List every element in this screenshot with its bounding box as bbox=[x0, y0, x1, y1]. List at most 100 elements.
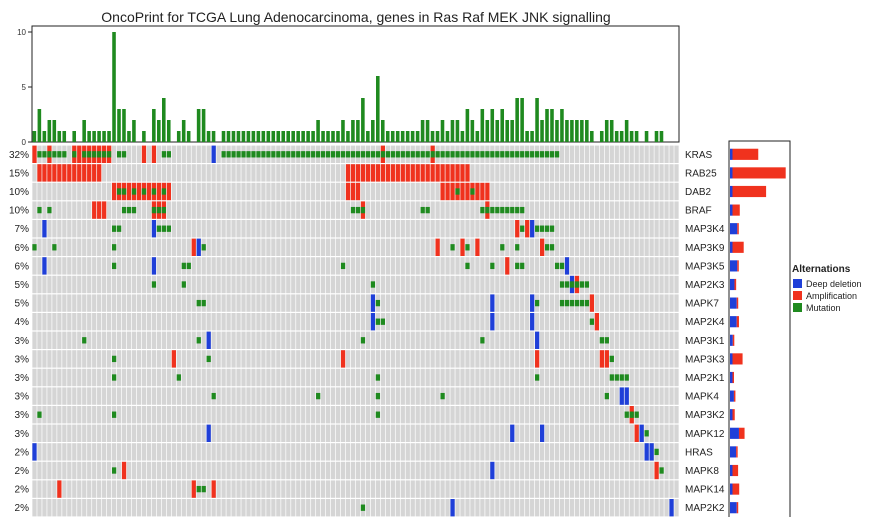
empty-cell bbox=[430, 387, 435, 405]
empty-cell bbox=[544, 257, 550, 275]
amplification-cell bbox=[460, 238, 465, 256]
pct-label-map3k1: 3% bbox=[15, 336, 30, 347]
empty-cell bbox=[544, 387, 550, 405]
empty-cell bbox=[559, 424, 565, 442]
empty-cell bbox=[171, 275, 176, 294]
empty-cell bbox=[186, 499, 191, 517]
empty-cell bbox=[614, 387, 619, 405]
empty-cell bbox=[161, 480, 167, 498]
empty-cell bbox=[599, 387, 604, 405]
empty-cell bbox=[261, 406, 266, 424]
mutation-cell bbox=[455, 151, 460, 158]
empty-cell bbox=[365, 220, 371, 238]
empty-cell bbox=[151, 406, 157, 424]
empty-cell bbox=[57, 201, 62, 219]
mutation-cell bbox=[535, 225, 540, 232]
empty-cell bbox=[644, 313, 649, 331]
mutation-count-bar bbox=[301, 131, 305, 142]
empty-cell bbox=[261, 350, 266, 368]
empty-cell bbox=[430, 406, 435, 424]
empty-cell bbox=[525, 313, 530, 331]
empty-cell bbox=[350, 331, 356, 349]
empty-cell bbox=[619, 145, 624, 163]
empty-cell bbox=[589, 145, 595, 163]
amplification-cell bbox=[475, 238, 480, 256]
empty-cell bbox=[480, 406, 485, 424]
empty-cell bbox=[599, 145, 604, 163]
mutation-count-bar bbox=[152, 109, 156, 142]
empty-cell bbox=[619, 331, 624, 349]
empty-cell bbox=[554, 275, 560, 294]
empty-cell bbox=[256, 406, 261, 424]
empty-cell bbox=[664, 443, 669, 461]
empty-cell bbox=[539, 406, 545, 424]
empty-cell bbox=[390, 313, 395, 331]
empty-cell bbox=[594, 368, 600, 387]
empty-cell bbox=[201, 368, 206, 387]
empty-cell bbox=[415, 461, 420, 480]
empty-cell bbox=[589, 406, 595, 424]
empty-cell bbox=[365, 424, 371, 442]
empty-cell bbox=[604, 368, 609, 387]
empty-cell bbox=[181, 350, 186, 368]
empty-cell bbox=[520, 350, 525, 368]
empty-cell bbox=[355, 220, 361, 238]
empty-cell bbox=[385, 275, 390, 294]
empty-cell bbox=[669, 220, 674, 238]
empty-cell bbox=[390, 331, 395, 349]
empty-cell bbox=[450, 220, 455, 238]
empty-cell bbox=[549, 480, 555, 498]
mutation-count-bar bbox=[470, 120, 475, 142]
mutation-count-bar bbox=[425, 120, 430, 142]
empty-cell bbox=[654, 424, 659, 442]
empty-cell bbox=[624, 331, 629, 349]
empty-cell bbox=[246, 350, 251, 368]
empty-cell bbox=[460, 499, 465, 517]
empty-cell bbox=[236, 220, 241, 238]
empty-cell bbox=[525, 387, 530, 405]
empty-cell bbox=[430, 220, 435, 238]
empty-cell bbox=[316, 350, 321, 368]
amplification-cell bbox=[435, 164, 440, 182]
empty-cell bbox=[425, 368, 430, 387]
empty-cell bbox=[564, 350, 570, 368]
empty-cell bbox=[365, 275, 371, 294]
empty-cell bbox=[614, 164, 619, 182]
empty-cell bbox=[236, 443, 241, 461]
mutation-cell bbox=[624, 374, 629, 381]
deletion-frequency-bar bbox=[730, 483, 733, 495]
empty-cell bbox=[639, 294, 644, 312]
empty-cell bbox=[231, 238, 236, 256]
empty-cell bbox=[107, 424, 112, 442]
mutation-cell bbox=[201, 299, 206, 307]
empty-cell bbox=[440, 257, 445, 275]
empty-cell bbox=[465, 499, 470, 517]
mutation-cell bbox=[510, 151, 515, 158]
empty-cell bbox=[589, 443, 595, 461]
empty-cell bbox=[350, 294, 356, 312]
empty-cell bbox=[480, 164, 485, 182]
empty-cell bbox=[116, 350, 122, 368]
empty-cell bbox=[330, 480, 336, 498]
empty-cell bbox=[420, 294, 425, 312]
empty-cell bbox=[460, 461, 465, 480]
mutation-count-bar bbox=[614, 131, 619, 142]
empty-cell bbox=[67, 145, 72, 163]
mutation-cell bbox=[535, 151, 540, 158]
empty-cell bbox=[584, 182, 590, 201]
empty-cell bbox=[365, 331, 371, 349]
empty-cell bbox=[231, 257, 236, 275]
mutation-cell bbox=[549, 225, 555, 232]
empty-cell bbox=[410, 331, 415, 349]
mutation-count-bar bbox=[385, 131, 390, 142]
empty-cell bbox=[634, 145, 639, 163]
empty-cell bbox=[659, 164, 664, 182]
empty-cell bbox=[62, 275, 67, 294]
empty-cell bbox=[425, 182, 430, 201]
mutation-count-bar bbox=[311, 131, 315, 142]
empty-cell bbox=[450, 387, 455, 405]
empty-cell bbox=[206, 182, 211, 201]
mutation-cell bbox=[266, 151, 271, 158]
empty-cell bbox=[465, 368, 470, 387]
empty-cell bbox=[495, 294, 500, 312]
